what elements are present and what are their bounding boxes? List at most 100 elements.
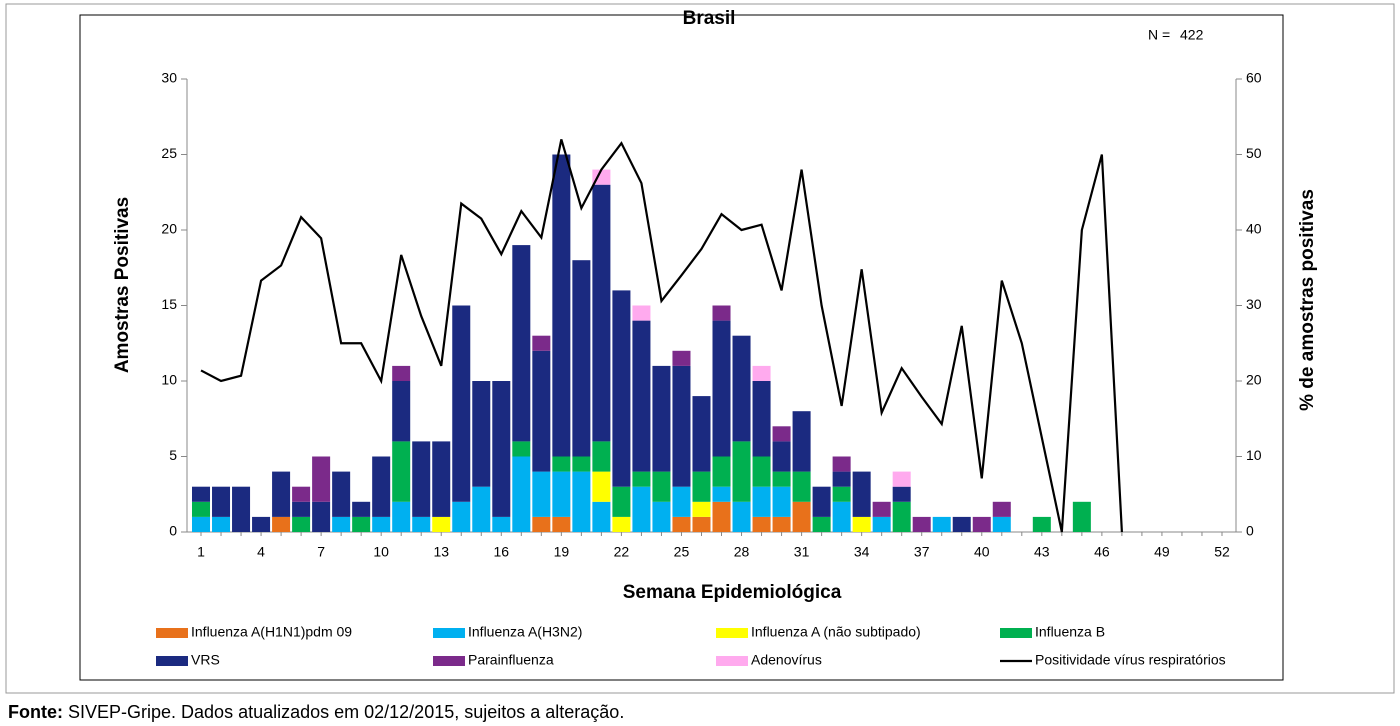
- bar: [312, 456, 331, 502]
- bar: [652, 471, 671, 502]
- x-tick-label: 34: [854, 544, 870, 560]
- y2-tick-label: 50: [1246, 145, 1262, 161]
- bar: [532, 350, 551, 472]
- legend-swatch: [156, 628, 188, 638]
- y-tick-label: 20: [161, 221, 177, 237]
- bar: [632, 486, 651, 532]
- bar: [352, 501, 371, 517]
- bar: [792, 411, 811, 472]
- bar: [932, 516, 951, 532]
- bar: [532, 471, 551, 517]
- y2-tick-label: 20: [1246, 372, 1262, 388]
- bar: [972, 516, 991, 532]
- x-tick-label: 1: [197, 544, 205, 560]
- source-label: Fonte:: [8, 702, 63, 722]
- y-tick-label: 25: [161, 145, 177, 161]
- bar: [992, 501, 1011, 517]
- bar: [592, 184, 611, 442]
- x-tick-label: 19: [554, 544, 570, 560]
- x-tick-label: 10: [373, 544, 389, 560]
- bar: [1032, 516, 1051, 532]
- bar: [392, 501, 411, 532]
- bar: [512, 245, 531, 442]
- legend-label: Influenza A (não subtipado): [751, 624, 921, 640]
- chart-title: Brasil: [683, 8, 736, 29]
- legend-label: Positividade vírus respiratórios: [1035, 652, 1226, 668]
- bar: [292, 501, 311, 517]
- bar: [852, 516, 871, 532]
- bar: [712, 501, 731, 532]
- bar: [252, 516, 271, 532]
- y2-tick-label: 60: [1246, 70, 1262, 86]
- x-tick-label: 52: [1214, 544, 1230, 560]
- bar: [332, 516, 351, 532]
- bar: [552, 456, 571, 472]
- x-tick-label: 37: [914, 544, 930, 560]
- bar: [432, 516, 451, 532]
- bar: [872, 501, 891, 517]
- bar: [392, 381, 411, 442]
- x-tick-label: 25: [674, 544, 690, 560]
- bar: [892, 486, 911, 502]
- bar: [592, 169, 611, 185]
- bar: [632, 305, 651, 321]
- bar: [192, 501, 211, 517]
- bar: [192, 486, 211, 502]
- bar: [692, 501, 711, 517]
- legend-swatch: [1000, 628, 1032, 638]
- source-note: Fonte: SIVEP-Gripe. Dados atualizados em…: [8, 702, 624, 722]
- y-axis-label: Amostras Positivas: [112, 197, 133, 373]
- bar: [832, 486, 851, 502]
- bar: [692, 396, 711, 472]
- bar: [532, 335, 551, 351]
- x-tick-label: 49: [1154, 544, 1170, 560]
- bar: [592, 501, 611, 532]
- legend-swatch: [433, 656, 465, 666]
- bar: [612, 516, 631, 532]
- bar: [452, 305, 471, 502]
- legend-swatch: [716, 656, 748, 666]
- bar: [392, 365, 411, 381]
- bar: [292, 516, 311, 532]
- bar: [792, 501, 811, 532]
- bar: [712, 305, 731, 321]
- bar: [472, 381, 491, 487]
- bar: [672, 365, 691, 487]
- bar: [292, 486, 311, 502]
- bar: [672, 486, 691, 517]
- bar: [732, 335, 751, 442]
- source-text: SIVEP-Gripe. Dados atualizados em 02/12/…: [68, 702, 624, 722]
- bar: [812, 486, 831, 517]
- bar: [872, 516, 891, 532]
- bar: [1072, 501, 1091, 532]
- bar: [372, 516, 391, 532]
- legend-label: Influenza A(H3N2): [468, 624, 582, 640]
- bar: [592, 441, 611, 472]
- x-tick-label: 40: [974, 544, 990, 560]
- y-tick-label: 30: [161, 70, 177, 86]
- x-axis-label: Semana Epidemiológica: [623, 582, 842, 603]
- bar: [532, 516, 551, 532]
- bar: [772, 426, 791, 442]
- bar: [912, 516, 931, 532]
- bar: [692, 516, 711, 532]
- bar: [652, 501, 671, 532]
- bar: [512, 456, 531, 532]
- y-tick-label: 0: [169, 523, 177, 539]
- bar: [352, 516, 371, 532]
- bar: [772, 486, 791, 517]
- bar: [412, 441, 431, 517]
- bar: [892, 471, 911, 487]
- bar: [312, 501, 331, 532]
- bar: [772, 471, 791, 487]
- bar: [572, 471, 591, 532]
- bar: [752, 456, 771, 487]
- bar: [832, 471, 851, 487]
- legend-swatch: [433, 628, 465, 638]
- y2-tick-label: 10: [1246, 447, 1262, 463]
- bar: [712, 456, 731, 487]
- bar: [952, 516, 971, 532]
- bar: [732, 441, 751, 502]
- bar: [692, 471, 711, 502]
